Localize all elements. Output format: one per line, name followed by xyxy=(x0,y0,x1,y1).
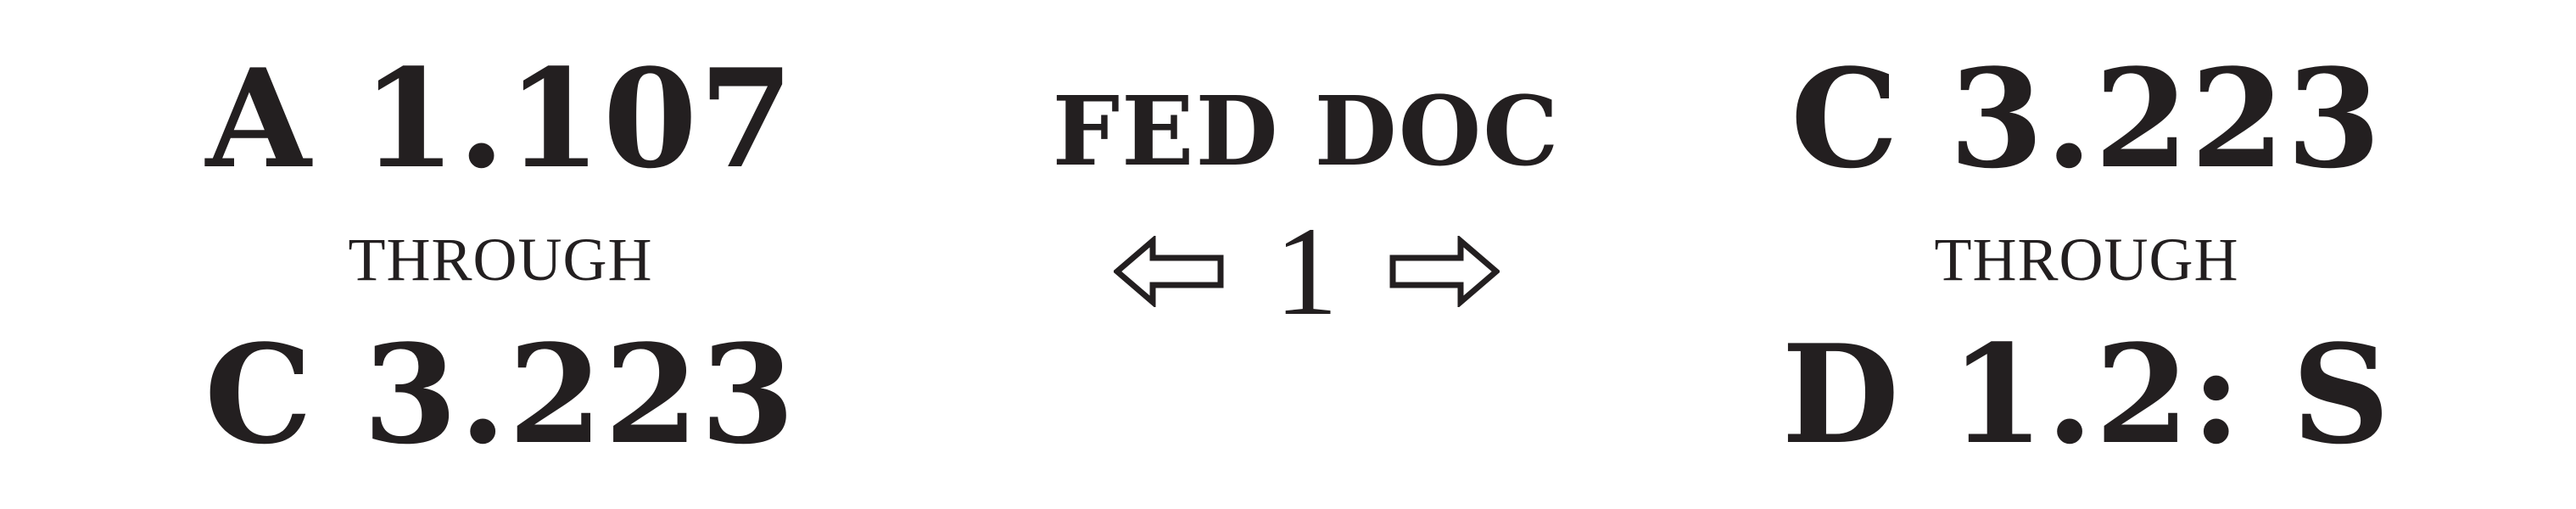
left-range: A 1.107 THROUGH C 3.223 xyxy=(178,0,823,509)
right-range: C 3.223 THROUGH D 1.2: S xyxy=(1764,0,2409,509)
collection-title: FED DOC xyxy=(1052,76,1561,187)
right-through-label: THROUGH xyxy=(1934,226,2239,294)
right-range-end: D 1.2: S xyxy=(1781,315,2392,474)
center-panel: FED DOC 1 xyxy=(1018,0,1595,509)
hollow-arrow-left-icon xyxy=(1113,236,1224,307)
left-through-label: THROUGH xyxy=(348,226,653,294)
shelf-number: 1 xyxy=(1274,201,1338,342)
shelf-indicator: 1 xyxy=(1018,208,1595,335)
right-range-start: C 3.223 xyxy=(1790,39,2383,199)
left-range-end: C 3.223 xyxy=(204,315,797,474)
left-range-start: A 1.107 xyxy=(205,39,796,199)
hollow-arrow-right-icon xyxy=(1389,236,1500,307)
